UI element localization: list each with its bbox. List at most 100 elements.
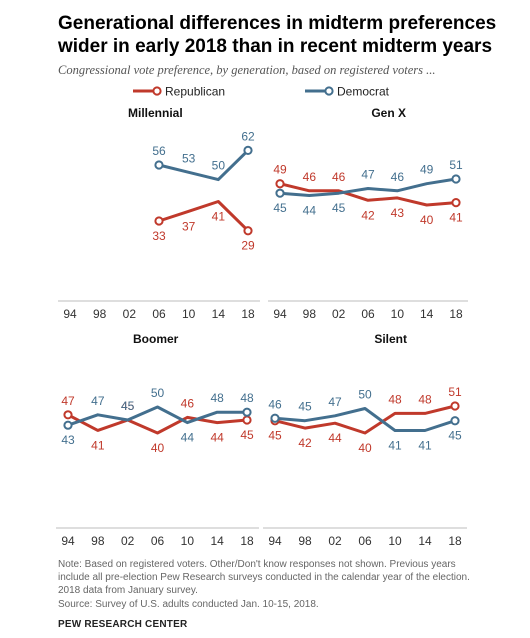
legend-marker-republican — [152, 86, 162, 96]
x-tick-label: 02 — [121, 534, 135, 548]
x-tick-label: 94 — [273, 307, 287, 321]
series-line-democrat — [67, 405, 247, 427]
x-tick-label: 10 — [391, 307, 405, 321]
data-label-republican: 41 — [91, 438, 105, 452]
chart-notes: Note: Based on registered voters. Other/… — [58, 558, 518, 611]
data-point-democrat — [154, 160, 164, 170]
data-label-republican: 46 — [181, 396, 195, 410]
data-label-republican: 43 — [391, 206, 405, 220]
legend-label-democrat: Democrat — [337, 85, 390, 99]
x-tick-label: 10 — [388, 534, 402, 548]
data-label-democrat: 47 — [328, 395, 342, 409]
legend: Republican Democrat — [133, 85, 390, 99]
data-label-republican: 46 — [303, 170, 317, 184]
x-tick-label: 98 — [91, 534, 105, 548]
data-label-democrat: 46 — [268, 397, 282, 411]
x-tick-label: 02 — [332, 307, 346, 321]
note-line: include all pre-election Pew Research su… — [58, 572, 470, 584]
x-tick-label: 06 — [361, 307, 375, 321]
panel-title: Millennial — [128, 106, 183, 120]
series-line-republican — [67, 413, 248, 435]
x-tick-label: 98 — [298, 534, 312, 548]
series-line-democrat — [274, 407, 456, 432]
data-label-democrat: 45 — [273, 201, 287, 215]
source-line: Source: Survey of U.S. adults conducted … — [58, 598, 319, 610]
chart-panels: Millennial 94 98 02 06 10 14 18 33 37 41 29 56 53 50 62… — [56, 106, 468, 548]
data-point-republican — [451, 198, 461, 208]
series-line-democrat — [279, 177, 457, 197]
data-label-democrat: 50 — [212, 159, 226, 173]
x-tick-label: 14 — [418, 534, 432, 548]
x-tick-label: 10 — [182, 307, 196, 321]
data-label-republican: 40 — [358, 441, 372, 455]
x-tick-label: 94 — [63, 307, 77, 321]
series-line-republican — [274, 404, 456, 435]
panel-silent: Silent 94 98 02 06 10 14 18 45 42 44 40 48 48 51 46 45 47… — [263, 332, 467, 548]
data-point-republican — [154, 216, 164, 226]
data-label-republican: 48 — [418, 392, 432, 406]
data-label-democrat: 46 — [391, 170, 405, 184]
data-label-democrat: 44 — [181, 431, 195, 445]
panel-title: Gen X — [371, 106, 406, 120]
data-label-democrat: 51 — [449, 158, 463, 172]
data-label-democrat: 50 — [151, 386, 165, 400]
data-label-republican: 33 — [152, 229, 166, 243]
data-label-republican: 42 — [298, 436, 312, 450]
chart-canvas: Republican Democrat Millennial 94 98 02 06 10 1… — [56, 85, 468, 548]
x-tick-label: 02 — [123, 307, 137, 321]
series-line-democrat — [158, 149, 250, 182]
data-label-democrat: 50 — [358, 387, 372, 401]
data-label-democrat: 48 — [240, 391, 254, 405]
x-tick-label: 14 — [210, 534, 224, 548]
data-label-republican: 47 — [61, 394, 75, 408]
data-point-democrat — [451, 174, 461, 184]
data-label-democrat: 53 — [182, 151, 196, 165]
data-label-democrat: 49 — [420, 163, 434, 177]
data-label-republican: 46 — [332, 170, 346, 184]
data-label-democrat: 41 — [388, 439, 402, 453]
data-point-republican — [63, 410, 73, 420]
data-point-republican — [242, 415, 252, 425]
data-point-democrat — [275, 188, 285, 198]
x-tick-label: 06 — [152, 307, 166, 321]
x-tick-label: 18 — [240, 534, 254, 548]
data-point-republican — [243, 226, 253, 236]
data-label-republican: 37 — [182, 219, 196, 233]
legend-marker-democrat — [324, 86, 334, 96]
x-tick-label: 14 — [212, 307, 226, 321]
data-point-republican — [275, 179, 285, 189]
data-label-republican: 41 — [449, 211, 463, 225]
x-tick-label: 94 — [268, 534, 282, 548]
data-label-republican: 48 — [388, 392, 402, 406]
legend-label-republican: Republican — [165, 85, 225, 99]
data-point-democrat — [242, 407, 252, 417]
note-line: Note: Based on registered voters. Other/… — [58, 559, 456, 570]
x-tick-label: 98 — [93, 307, 107, 321]
data-label-republican: 45 — [268, 429, 282, 443]
brand-label: PEW RESEARCH CENTER — [58, 619, 188, 630]
x-tick-label: 14 — [420, 307, 434, 321]
data-point-democrat — [243, 145, 253, 155]
data-point-democrat — [270, 413, 280, 423]
x-tick-label: 18 — [241, 307, 255, 321]
data-label-republican: 45 — [121, 399, 135, 413]
data-label-democrat: 62 — [241, 129, 255, 143]
data-point-democrat — [63, 420, 73, 430]
data-label-republican: 42 — [361, 208, 375, 222]
data-point-democrat — [450, 416, 460, 426]
data-label-republican: 49 — [273, 163, 287, 177]
data-label-democrat: 47 — [91, 394, 105, 408]
x-tick-label: 02 — [328, 534, 342, 548]
data-label-democrat: 47 — [361, 167, 375, 181]
data-label-republican: 40 — [151, 441, 165, 455]
data-label-democrat: 45 — [332, 201, 346, 215]
data-label-democrat: 44 — [303, 204, 317, 218]
panel-title: Boomer — [133, 332, 179, 346]
data-label-republican: 44 — [210, 431, 224, 445]
series-line-republican — [158, 200, 250, 232]
chart-subtitle: Congressional vote preference, by genera… — [58, 63, 436, 77]
panel-title: Silent — [374, 332, 407, 346]
x-tick-label: 18 — [449, 307, 463, 321]
panel-gen-x: Gen X 94 98 02 06 10 14 18 49 46 46 42 43 40 41 45 44 45 4… — [268, 106, 468, 321]
